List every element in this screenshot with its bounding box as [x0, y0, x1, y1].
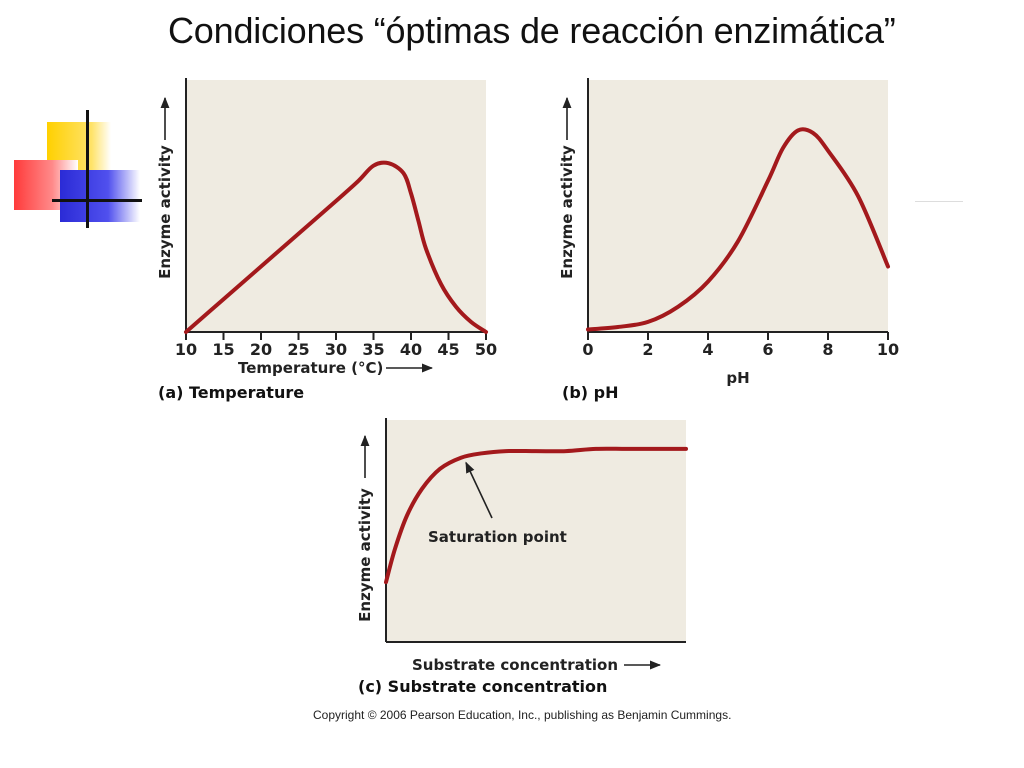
series-line [184, 160, 488, 334]
series-line [586, 127, 890, 332]
x-tick-label: 45 [437, 340, 459, 359]
x-tick-label: 2 [642, 340, 653, 359]
x-axis-label: Substrate concentration [412, 656, 618, 674]
decoration-blue-square [60, 170, 140, 222]
x-tick-label: 15 [212, 340, 234, 359]
x-axis-label: pH [726, 369, 749, 387]
copyright-notice: Copyright © 2006 Pearson Education, Inc.… [313, 708, 732, 722]
decoration-faint-line [915, 201, 963, 202]
plot-background [588, 80, 888, 332]
panel-label: (a) Temperature [158, 383, 304, 402]
x-tick-label: 4 [702, 340, 713, 359]
series-line [384, 446, 688, 585]
x-tick-label: 10 [877, 340, 899, 359]
chart-substrate: Enzyme activity Substrate concentration (c… [356, 418, 688, 696]
panel-label: (c) Substrate concentration [358, 677, 607, 696]
x-tick-label: 25 [287, 340, 309, 359]
x-tick-label: 20 [250, 340, 272, 359]
x-tick-label: 40 [400, 340, 422, 359]
x-tick-label: 0 [582, 340, 593, 359]
panel-label: (b) pH [562, 383, 619, 402]
y-axis-label: Enzyme activity [156, 145, 174, 279]
x-tick-label: 35 [362, 340, 384, 359]
annotation-arrow [465, 461, 493, 519]
chart-ph: 0 2 4 6 8 10 Enzyme activity pH (b) pH [558, 78, 899, 402]
y-axis-label: Enzyme activity [356, 488, 374, 622]
x-tick-label: 50 [475, 340, 497, 359]
chart-temperature: 10 15 20 25 30 35 40 45 50 Enzyme activity Tempera… [156, 78, 497, 402]
decoration-horizontal-line [52, 199, 142, 202]
x-tick-label: 10 [175, 340, 197, 359]
x-tick-label: 8 [822, 340, 833, 359]
decoration-vertical-line [86, 110, 89, 228]
plot-background [386, 420, 686, 642]
annotation-saturation-point: Saturation point [428, 528, 567, 546]
x-axis-label: Temperature (°C) [238, 359, 383, 377]
x-tick-label: 6 [762, 340, 773, 359]
slide-title: Condiciones “óptimas de reacción enzimát… [168, 10, 896, 51]
y-axis-label: Enzyme activity [558, 145, 576, 279]
x-tick-label: 30 [325, 340, 347, 359]
